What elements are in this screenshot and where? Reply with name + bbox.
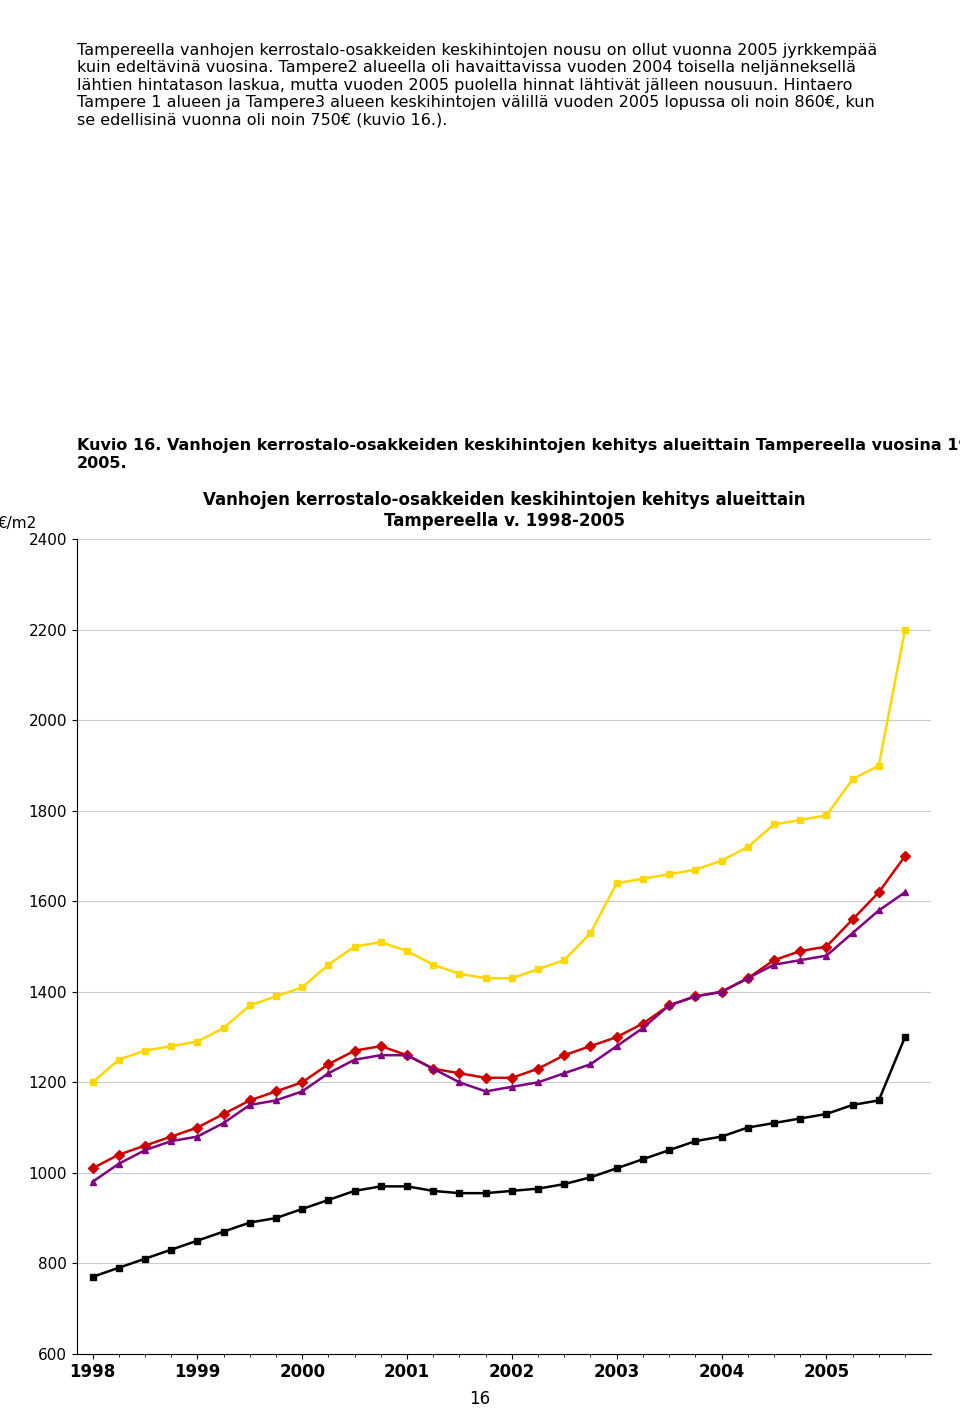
- Text: Tampereella vanhojen kerrostalo-osakkeiden keskihintojen nousu on ollut vuonna 2: Tampereella vanhojen kerrostalo-osakkeid…: [77, 43, 877, 127]
- Text: 16: 16: [469, 1389, 491, 1408]
- Title: Vanhojen kerrostalo-osakkeiden keskihintojen kehitys alueittain
Tampereella v. 1: Vanhojen kerrostalo-osakkeiden keskihint…: [203, 490, 805, 530]
- Y-axis label: €/m2: €/m2: [0, 516, 36, 532]
- Text: Kuvio 16. Vanhojen kerrostalo-osakkeiden keskihintojen kehitys alueittain Tamper: Kuvio 16. Vanhojen kerrostalo-osakkeiden…: [77, 439, 960, 470]
